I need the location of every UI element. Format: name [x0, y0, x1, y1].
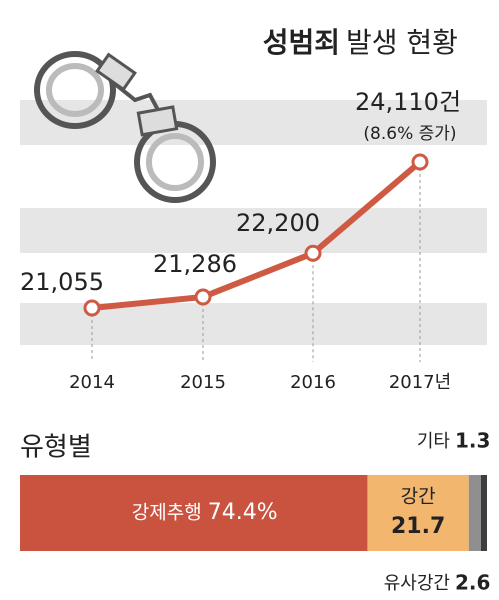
bar-segment: [20, 475, 368, 551]
value-label: 21,286: [153, 250, 237, 278]
x-tick-label: 2015: [180, 372, 226, 393]
value-label: 24,110건: [355, 88, 461, 116]
cuff-inner: [146, 133, 204, 191]
cuff-inner: [46, 63, 104, 117]
x-tick-label: 2016: [290, 372, 336, 393]
chart-title: 성범죄: [263, 26, 340, 59]
point: [411, 153, 429, 171]
stripe: [20, 100, 487, 145]
segment-name: 강간: [401, 486, 436, 508]
handcuffs-icon: [34, 51, 216, 203]
cuff: [34, 51, 116, 129]
value-label: 21.7: [391, 514, 445, 539]
x-tick-label: 2014: [69, 372, 115, 393]
lock: [136, 105, 179, 137]
point: [83, 299, 101, 317]
bar-segment: [367, 475, 469, 551]
segment-name: 기타: [417, 431, 451, 452]
segment-name: 강제추행: [132, 502, 202, 524]
segment-name: 유사강간: [384, 573, 450, 594]
value-label: 2.6: [455, 571, 490, 595]
value-label: 1.3: [455, 429, 490, 453]
section-title: 유형별: [20, 433, 92, 463]
chart-subtitle: 발생 현황: [346, 26, 458, 59]
value-label: 74.4%: [208, 500, 278, 525]
point: [304, 244, 322, 262]
bar-segment: [468, 475, 481, 551]
line: [91, 159, 422, 311]
bar-segment: [480, 475, 487, 551]
x-tick-label: 2017년: [389, 372, 451, 393]
value-label: 21,055: [20, 268, 104, 296]
value-label: 22,200: [236, 209, 320, 237]
annotation: (8.6% 증가): [363, 124, 456, 144]
point: [194, 288, 212, 306]
lock: [95, 52, 137, 92]
stripe: [20, 208, 487, 253]
